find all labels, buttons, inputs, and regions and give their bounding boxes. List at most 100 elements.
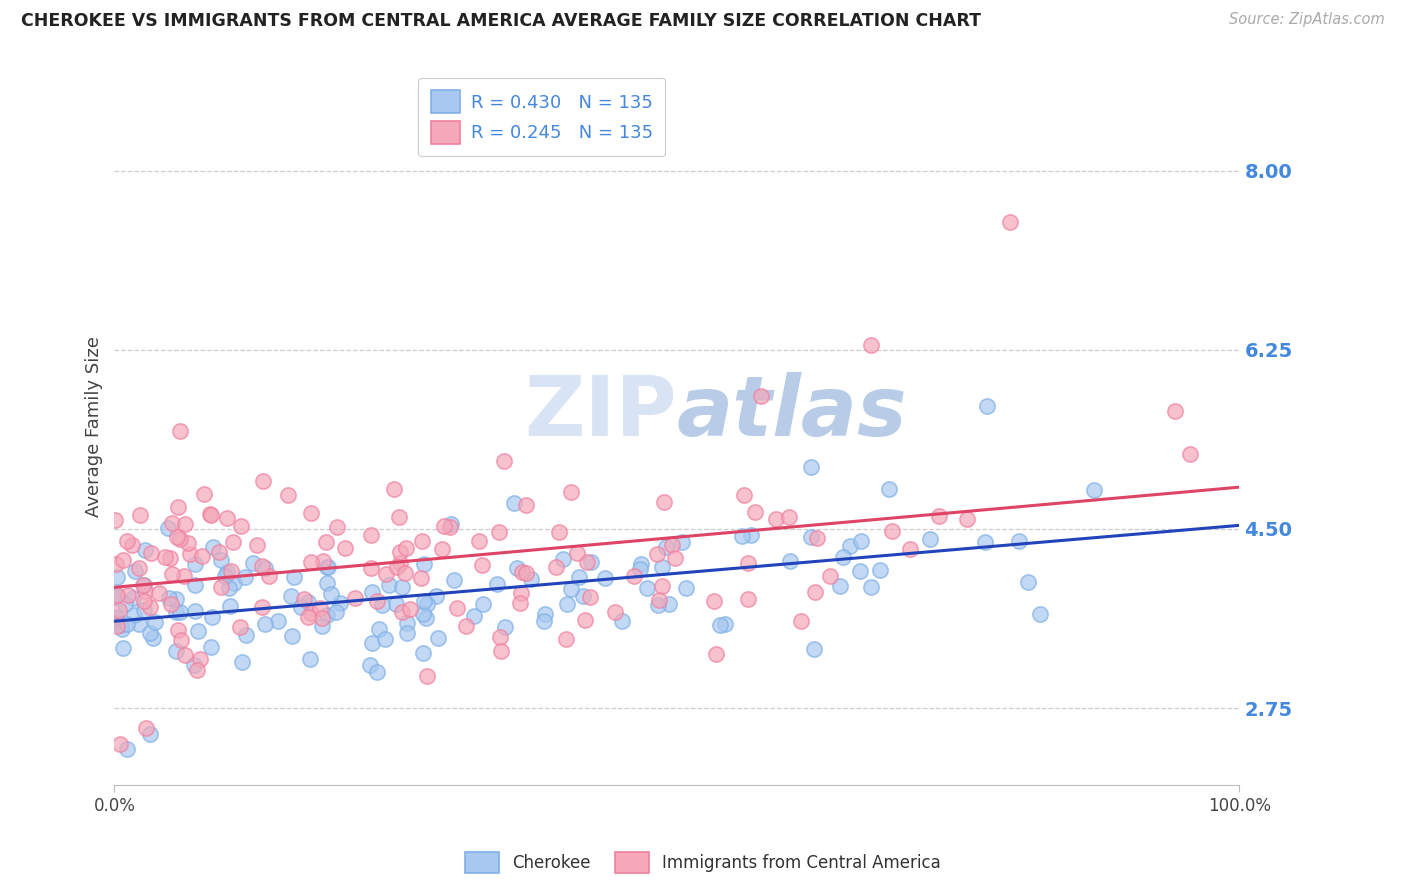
Point (510, 586, 533, 600)
Point (446, 601, 468, 615)
Point (509, 595, 531, 609)
Point (394, 566, 416, 580)
Point (849, 534, 872, 549)
Point (454, 619, 477, 633)
Point (779, 554, 801, 568)
Point (128, 616, 150, 631)
Point (165, 605, 187, 619)
Point (360, 528, 382, 542)
Point (214, 568, 236, 582)
Point (200, 508, 222, 522)
Point (104, 513, 127, 527)
Point (439, 520, 461, 534)
Point (169, 605, 191, 619)
Point (413, 594, 436, 608)
Point (128, 508, 150, 522)
Point (471, 558, 494, 572)
Point (799, 459, 821, 474)
Point (121, 591, 143, 605)
Point (250, 600, 273, 615)
Point (250, 559, 273, 574)
Point (506, 561, 529, 575)
Point (191, 549, 214, 564)
Point (703, 593, 725, 607)
Text: Source: ZipAtlas.com: Source: ZipAtlas.com (1229, 12, 1385, 27)
Point (157, 591, 180, 605)
Point (139, 600, 162, 615)
Point (298, 652, 321, 666)
Point (104, 590, 127, 604)
Point (675, 581, 697, 595)
Legend: R = 0.430   N = 135, R = 0.245   N = 135: R = 0.430 N = 135, R = 0.245 N = 135 (419, 78, 665, 156)
Point (219, 564, 242, 578)
Point (737, 592, 759, 607)
Point (731, 529, 754, 543)
Point (427, 632, 450, 646)
Point (108, 737, 131, 751)
Point (648, 593, 671, 607)
Point (740, 528, 762, 542)
Point (311, 611, 333, 625)
Point (139, 546, 162, 560)
Point (411, 571, 433, 585)
Point (333, 541, 356, 556)
Point (425, 589, 447, 603)
Point (169, 424, 191, 438)
Point (139, 726, 162, 740)
Point (998, 215, 1021, 229)
Point (463, 608, 485, 623)
Point (849, 564, 872, 578)
Point (645, 547, 668, 561)
Point (898, 542, 921, 557)
Point (281, 629, 304, 643)
Point (471, 597, 494, 611)
Point (122, 608, 145, 623)
Point (391, 605, 413, 619)
Point (219, 599, 242, 613)
Point (200, 640, 222, 654)
Point (399, 602, 422, 616)
Point (384, 597, 406, 611)
Point (628, 561, 651, 575)
Point (253, 560, 276, 574)
Point (207, 545, 229, 559)
Point (297, 595, 319, 609)
Point (115, 742, 138, 756)
Point (115, 617, 138, 632)
Point (412, 607, 434, 622)
Point (572, 590, 595, 604)
Point (534, 607, 557, 621)
Point (173, 517, 195, 532)
Point (159, 597, 181, 611)
Point (610, 615, 633, 629)
Point (928, 509, 950, 524)
Point (148, 585, 170, 599)
Point (391, 580, 413, 594)
Point (918, 532, 941, 546)
Point (329, 596, 352, 610)
Point (165, 592, 187, 607)
Point (201, 540, 224, 554)
Point (956, 512, 979, 526)
Point (433, 519, 456, 533)
Point (104, 587, 127, 601)
Point (215, 511, 238, 525)
Point (280, 589, 302, 603)
Point (859, 580, 882, 594)
Point (544, 560, 567, 574)
Point (555, 632, 578, 646)
Point (283, 570, 305, 584)
Point (492, 454, 515, 468)
Point (510, 565, 533, 579)
Point (360, 561, 382, 575)
Point (153, 550, 176, 565)
Point (235, 628, 257, 642)
Point (111, 622, 134, 636)
Point (565, 546, 588, 560)
Point (242, 556, 264, 570)
Point (267, 614, 290, 628)
Point (737, 556, 759, 570)
Point (297, 609, 319, 624)
Point (316, 576, 339, 591)
Point (579, 555, 602, 569)
